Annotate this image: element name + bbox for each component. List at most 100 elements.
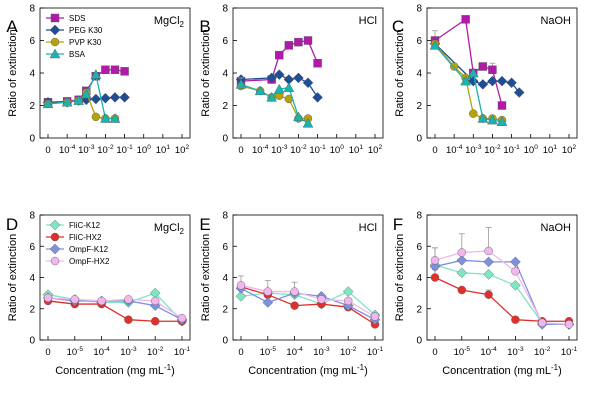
y-tick-label: 2 [416, 101, 422, 112]
panel-a: 0 2 4 6 8 0 10-4 10-3 10-2 10-1 100 101 102 Ratio of … [6, 4, 191, 156]
data-point [483, 256, 494, 268]
x-tick-label: 100 [524, 144, 539, 156]
data-point [263, 287, 272, 296]
y-tick-label: 6 [29, 242, 35, 253]
data-point [487, 114, 498, 125]
data-point [109, 92, 121, 103]
x-tick-label: 10-1 [116, 144, 133, 156]
x-tick-label: 10-3 [313, 346, 330, 358]
series-flic-k12 [429, 259, 575, 330]
data-point [506, 77, 517, 89]
data-point [284, 41, 294, 50]
data-point [484, 290, 493, 299]
data-point [90, 93, 102, 105]
x-tick-label: 102 [368, 144, 383, 156]
data-point [150, 296, 160, 306]
y-tick-label: 0 [416, 336, 422, 347]
legend-marker [49, 24, 61, 36]
x-tick-label: 10-1 [174, 346, 191, 358]
x-tick-label: 10-4 [446, 144, 463, 156]
data-point [80, 88, 92, 99]
y-tick-label: 2 [222, 101, 228, 112]
x-tick-label: 0 [238, 145, 243, 156]
y-tick-label: 4 [29, 69, 35, 80]
y-tick-label: 4 [222, 69, 228, 80]
y-tick-label: 0 [222, 336, 228, 347]
legend-label: PVP K30 [69, 38, 102, 47]
x-tick-label: 10-4 [480, 346, 497, 358]
data-point [513, 87, 525, 98]
y-axis-label: Ratio of extinction [394, 234, 406, 321]
data-point [510, 280, 521, 291]
data-point [430, 256, 440, 265]
data-point [177, 313, 187, 323]
x-axis-label: Concentration (mg mL-1) [55, 363, 175, 377]
data-point [90, 69, 102, 79]
y-axis-label: Ratio of extinction [7, 234, 19, 321]
legend-label: BSA [69, 50, 86, 59]
x-tick-label: 10-2 [484, 144, 501, 156]
data-point [42, 98, 54, 109]
x-axis-label: Concentration (mg mL-1) [442, 363, 562, 377]
y-tick-label: 0 [416, 134, 422, 145]
panel-condition-label: NaOH [540, 15, 571, 27]
series-sds [430, 15, 507, 110]
data-point [511, 267, 520, 276]
x-tick-label: 0 [432, 347, 437, 358]
y-tick-label: 2 [222, 304, 228, 315]
panel-e: 0 2 4 6 8 0 10-5 10-4 10-3 10-2 10-1 Ratio of extin… [199, 211, 383, 378]
data-point [283, 82, 295, 92]
data-point [110, 65, 120, 74]
data-point [469, 109, 478, 118]
data-point [120, 67, 129, 76]
panel-condition-label: MgCl2 [154, 15, 185, 29]
x-tick-label: 101 [349, 144, 364, 156]
x-tick-label: 10-3 [465, 144, 482, 156]
y-tick-label: 6 [416, 36, 422, 47]
data-point [100, 113, 111, 123]
data-point [460, 75, 471, 86]
y-tick-label: 6 [416, 242, 422, 253]
y-tick-label: 6 [222, 36, 228, 47]
x-tick-label: 10-5 [67, 346, 84, 358]
x-tick-label: 10-1 [503, 144, 520, 156]
y-tick-label: 2 [416, 304, 422, 315]
panel-condition-label: HCl [359, 222, 377, 234]
y-tick-label: 2 [29, 101, 35, 112]
series-flic-hx2 [430, 269, 574, 326]
x-tick-label: 10-1 [367, 346, 384, 358]
series-ompf-hx2 [236, 275, 380, 321]
data-point [456, 255, 468, 266]
legend-marker [50, 256, 60, 266]
data-point [254, 85, 266, 96]
x-tick-label: 0 [432, 145, 437, 156]
series-line [434, 276, 569, 322]
x-tick-label: 0 [45, 347, 50, 358]
data-point [430, 273, 440, 282]
data-point [478, 62, 488, 71]
data-point [344, 296, 353, 306]
panel-f: 0 2 4 6 8 0 10-5 10-4 10-3 10-2 10-1 Ratio of extin… [393, 211, 578, 378]
x-tick-label: 10-2 [147, 346, 164, 358]
data-point [235, 78, 247, 89]
data-point [511, 315, 520, 324]
data-point [457, 285, 466, 295]
panel-c: 0 2 4 6 8 0 10-4 10-3 10-2 10-1 100 101 102 Ratio of … [392, 4, 578, 156]
x-tick-label: 10-2 [534, 346, 551, 358]
data-point [61, 96, 73, 107]
data-point [302, 117, 314, 128]
series-line [47, 292, 183, 322]
legend-label: FliC-K12 [69, 221, 101, 230]
y-tick-label: 8 [29, 211, 35, 222]
data-point [262, 297, 274, 308]
x-tick-label: 10-1 [561, 346, 578, 358]
data-point [313, 59, 322, 68]
x-tick-label: 10-5 [260, 346, 277, 358]
data-point [510, 256, 521, 268]
series-ompf-hx2 [43, 293, 187, 323]
series-line [240, 287, 376, 321]
series-ompf-hx2 [430, 227, 574, 329]
data-point [303, 36, 313, 45]
data-point [119, 92, 130, 103]
x-tick-label: 10-2 [97, 144, 114, 156]
